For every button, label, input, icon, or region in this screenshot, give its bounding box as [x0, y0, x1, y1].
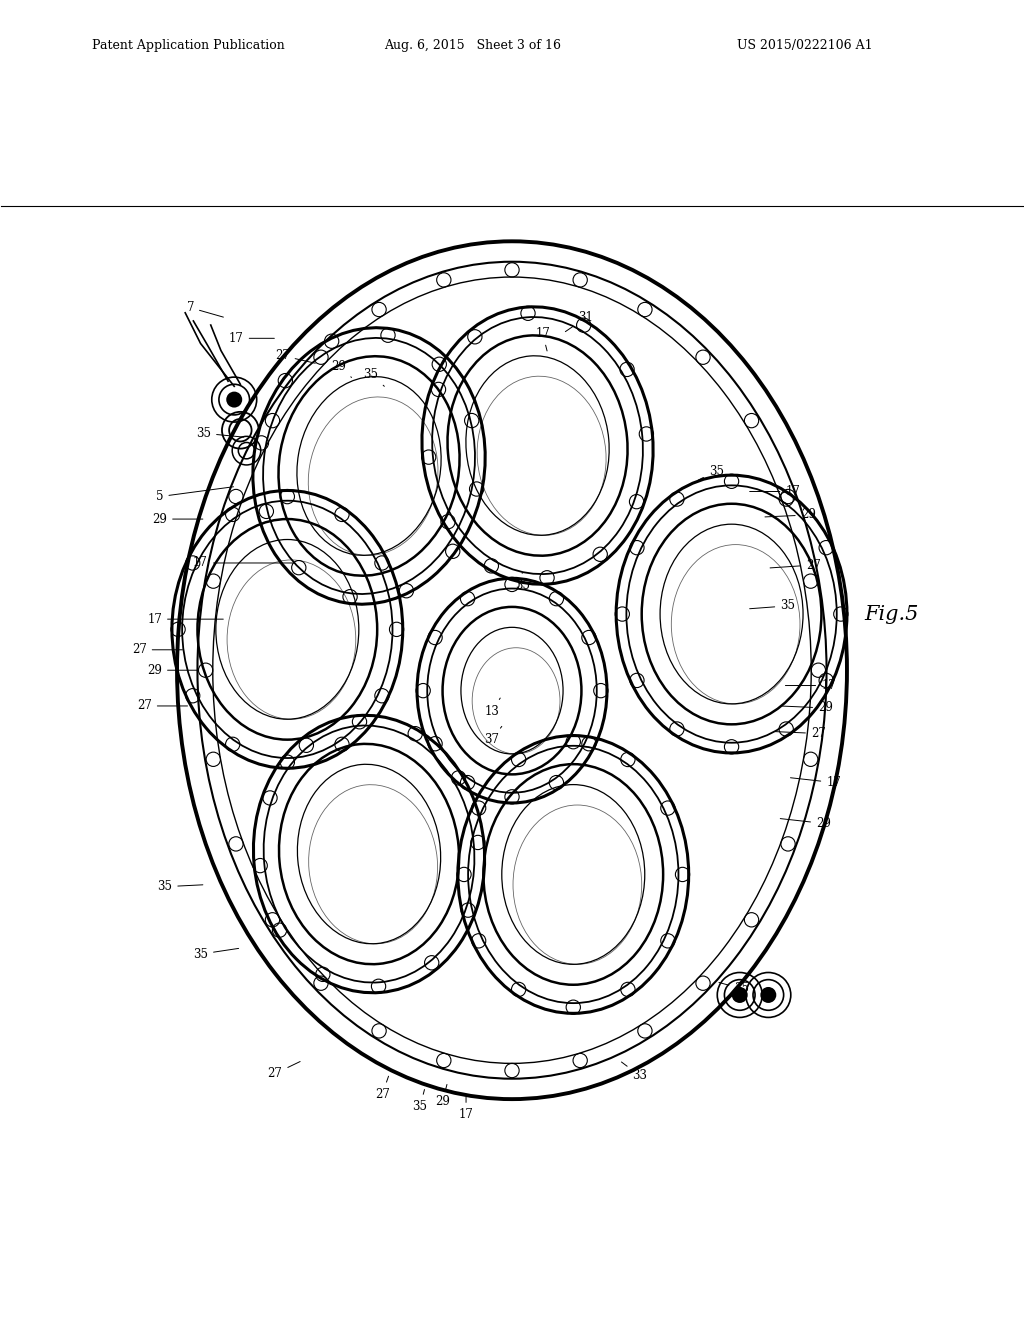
Circle shape — [227, 392, 242, 407]
Text: 13: 13 — [484, 698, 501, 718]
Text: 27: 27 — [132, 643, 182, 656]
Text: 35: 35 — [515, 573, 529, 591]
Text: 35: 35 — [750, 599, 796, 612]
Text: 37: 37 — [484, 726, 502, 746]
Text: 29: 29 — [153, 512, 203, 525]
Text: 17: 17 — [228, 331, 274, 345]
Text: 35: 35 — [364, 367, 384, 387]
Text: 29: 29 — [780, 817, 830, 830]
Text: Aug. 6, 2015   Sheet 3 of 16: Aug. 6, 2015 Sheet 3 of 16 — [384, 38, 561, 51]
Text: 17: 17 — [750, 484, 801, 498]
Text: 31: 31 — [565, 312, 593, 331]
Text: 29: 29 — [765, 508, 815, 521]
Text: 29: 29 — [147, 664, 198, 677]
Text: 35: 35 — [158, 880, 203, 894]
Text: 17: 17 — [536, 327, 550, 351]
Text: 29: 29 — [782, 701, 833, 714]
Text: 33: 33 — [622, 1063, 647, 1082]
Text: 29: 29 — [435, 1085, 450, 1107]
Text: 27: 27 — [775, 727, 825, 741]
Text: 17: 17 — [194, 557, 295, 569]
Text: 27: 27 — [274, 350, 315, 363]
Text: 7: 7 — [186, 301, 223, 317]
Text: 5: 5 — [156, 487, 233, 503]
Text: 27: 27 — [375, 1076, 390, 1101]
Circle shape — [732, 987, 746, 1002]
Text: 27: 27 — [770, 558, 820, 572]
Text: 35: 35 — [413, 1089, 428, 1113]
Text: Fig.5: Fig.5 — [864, 605, 919, 623]
Text: 27: 27 — [137, 700, 187, 713]
Text: 17: 17 — [147, 612, 223, 626]
Text: Patent Application Publication: Patent Application Publication — [92, 38, 285, 51]
Text: 35: 35 — [719, 982, 750, 995]
Text: 35: 35 — [698, 465, 724, 480]
Circle shape — [761, 987, 775, 1002]
Text: 35: 35 — [196, 426, 244, 440]
Text: 17: 17 — [791, 776, 841, 789]
Text: 17: 17 — [785, 678, 836, 692]
Text: 27: 27 — [267, 1061, 300, 1080]
Text: 17: 17 — [459, 1097, 473, 1121]
Text: 29: 29 — [331, 360, 351, 378]
Text: US 2015/0222106 A1: US 2015/0222106 A1 — [737, 38, 872, 51]
Text: 35: 35 — [194, 948, 239, 961]
